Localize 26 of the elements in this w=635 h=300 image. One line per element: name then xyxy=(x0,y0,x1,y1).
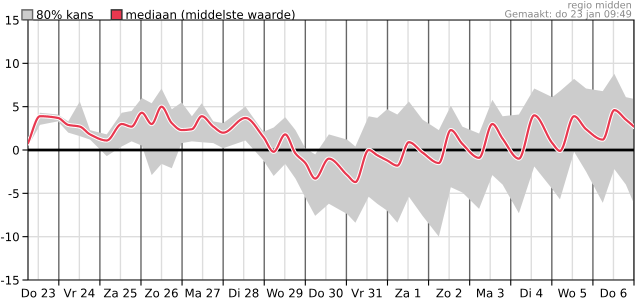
y-tick-label: -5 xyxy=(8,189,19,198)
x-tick-label: Zo 2 xyxy=(436,288,462,298)
x-tick-label: Za 25 xyxy=(104,288,136,298)
legend-label: mediaan (middelste waarde) xyxy=(126,10,295,20)
x-tick-label: Zo 26 xyxy=(145,288,178,298)
x-tick-label: Do 30 xyxy=(309,288,343,298)
y-tick-label: 15 xyxy=(6,16,19,25)
x-tick-label: Ma 27 xyxy=(186,288,220,298)
y-tick-label: -15 xyxy=(0,276,19,285)
y-tick-label: 10 xyxy=(6,59,19,68)
x-tick-label: Vr 24 xyxy=(64,288,95,298)
x-tick-label: Di 28 xyxy=(229,288,258,298)
x-tick-label: Ma 3 xyxy=(477,288,504,298)
x-tick-label: Wo 5 xyxy=(558,288,586,298)
x-tick-label: Vr 31 xyxy=(351,288,382,298)
x-tick-label: Do 6 xyxy=(600,288,627,298)
y-tick-label: 5 xyxy=(13,102,19,112)
x-tick-label: Wo 29 xyxy=(266,288,302,298)
x-tick-label: Di 4 xyxy=(520,288,542,298)
text: Gemaakt: do 23 jan 09:49 xyxy=(505,10,632,20)
x-tick-label: Za 1 xyxy=(395,288,420,298)
text: regio midden xyxy=(568,1,631,10)
y-tick-label: -10 xyxy=(0,232,19,242)
y-tick-label: 0 xyxy=(12,146,19,155)
text: 80% kans xyxy=(36,10,94,20)
x-tick-label: Do 23 xyxy=(22,288,55,298)
